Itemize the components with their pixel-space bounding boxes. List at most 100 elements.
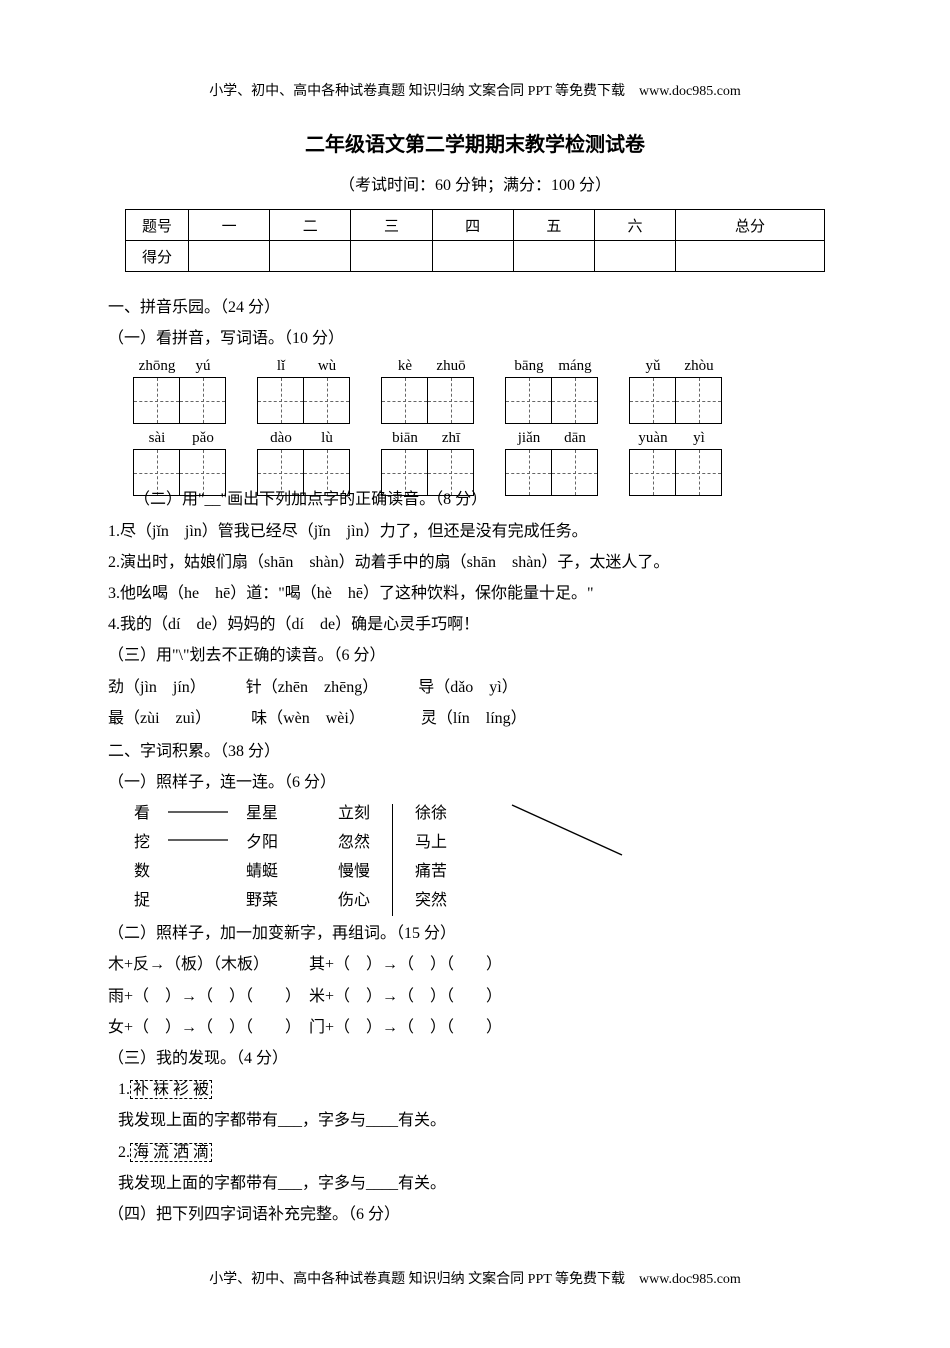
match-left-b: 星星 夕阳 蜻蜓 野菜 <box>246 800 278 915</box>
score-h-2: 二 <box>270 210 351 241</box>
exam-page: 小学、初中、高中各种试卷真题 知识归纳 文案合同 PPT 等免费下载 www.d… <box>0 0 950 1348</box>
pinyin-block-0-4: yǔzhòu <box>630 358 722 424</box>
score-v-7 <box>676 241 825 272</box>
mla-3: 捉 <box>134 887 150 916</box>
pinyin-syllable: máng <box>552 358 598 375</box>
pinyin-syllable: yǔ <box>630 358 676 375</box>
mma-3: 伤心 <box>338 887 370 916</box>
mmb-2: 痛苦 <box>415 858 447 887</box>
matching-exercise: 看 挖 数 捉 星星 夕阳 蜻蜓 野菜 立刻 <box>134 800 842 916</box>
char-cell <box>257 377 304 424</box>
pinyin-labels: lǐwù <box>258 358 350 375</box>
char-cell <box>303 377 350 424</box>
score-table: 题号 一 二 三 四 五 六 总分 得分 <box>125 209 825 272</box>
char-grid <box>258 377 350 424</box>
sec2-p2-l1: 木+反→（板）（木板） 其+（ ）→（ ）（ ） <box>108 951 842 978</box>
pinyin-syllable: dān <box>552 430 598 447</box>
match-left-a: 看 挖 数 捉 <box>134 800 150 915</box>
score-h-7: 总分 <box>676 210 825 241</box>
char-cell <box>381 377 428 424</box>
sec1-p2-l3: 3.他吆喝（he hē）道："喝（hè hē）了这种饮料，保你能量十足。" <box>108 580 842 607</box>
mmb-3: 突然 <box>415 887 447 916</box>
char-cell <box>551 377 598 424</box>
score-v-4 <box>432 241 513 272</box>
pinyin-syllable: zhī <box>428 430 474 447</box>
pinyin-labels: dàolù <box>258 430 350 447</box>
sec1-p3-heading: （三）用"\"划去不正确的读音。（6 分） <box>108 642 842 669</box>
pinyin-syllable: zhuō <box>428 358 474 375</box>
pinyin-syllable: yú <box>180 358 226 375</box>
pinyin-syllable: yì <box>676 430 722 447</box>
pinyin-syllable: kè <box>382 358 428 375</box>
pinyin-row-0: zhōngyú lǐwù kèzhuō bāngmáng yǔzhòu <box>134 358 842 424</box>
header-note: 小学、初中、高中各种试卷真题 知识归纳 文案合同 PPT 等免费下载 www.d… <box>108 80 842 100</box>
pinyin-syllable: sài <box>134 430 180 447</box>
char-cell <box>427 377 474 424</box>
sec1-p2-heading: （二）用"__"画出下列加点字的正确读音。（8 分） <box>134 486 842 513</box>
score-h-5: 五 <box>513 210 594 241</box>
sec2-p3-heading: （三）我的发现。（4 分） <box>108 1045 842 1072</box>
char-cell <box>133 377 180 424</box>
score-h-3: 三 <box>351 210 432 241</box>
pinyin-block-0-3: bāngmáng <box>506 358 598 424</box>
mlb-0: 星星 <box>246 800 278 829</box>
pinyin-labels: yuànyì <box>630 430 722 447</box>
mla-0: 看 <box>134 800 150 829</box>
pinyin-syllable: bāng <box>506 358 552 375</box>
exam-subtitle: （考试时间：60 分钟；满分：100 分） <box>108 171 842 195</box>
pinyin-labels: yǔzhòu <box>630 358 722 375</box>
mma-0: 立刻 <box>338 800 370 829</box>
section-1: 一、拼音乐园。（24 分） （一）看拼音，写词语。（10 分） zhōngyúl… <box>108 294 842 732</box>
sec2-p3-item2-line: 我发现上面的字都带有___，字多与____有关。 <box>118 1170 842 1197</box>
mla-1: 挖 <box>134 829 150 858</box>
char-cell <box>629 377 676 424</box>
pinyin-labels: biānzhī <box>382 430 474 447</box>
pinyin-syllable: biān <box>382 430 428 447</box>
match-group-2: 立刻 忽然 慢慢 伤心 徐徐 马上 痛苦 突然 <box>338 800 447 916</box>
mlb-1: 夕阳 <box>246 829 278 858</box>
sec2-p2-l3: 女+（ ）→（ ）（ ） 门+（ ）→（ ）（ ） <box>108 1014 842 1041</box>
char-grid <box>134 377 226 424</box>
mma-1: 忽然 <box>338 829 370 858</box>
pinyin-syllable: lǐ <box>258 358 304 375</box>
sec1-p1-heading: （一）看拼音，写词语。（10 分） <box>108 325 842 352</box>
match-lines-1 <box>168 800 228 915</box>
mla-2: 数 <box>134 858 150 887</box>
pinyin-syllable: wù <box>304 358 350 375</box>
pinyin-syllable: jiǎn <box>506 430 552 447</box>
char-cell <box>675 377 722 424</box>
pinyin-write-area: zhōngyú lǐwù kèzhuō bāngmáng yǔzhòu sàipǎo dào… <box>108 358 842 496</box>
sec1-p2-l1: 1.尽（jǐn jìn）管我已经尽（jǐn jìn）力了，但还是没有完成任务。 <box>108 518 842 545</box>
pinyin-block-0-1: lǐwù <box>258 358 350 424</box>
match-mid-b: 徐徐 马上 痛苦 突然 <box>415 800 447 916</box>
score-h-0: 题号 <box>126 210 189 241</box>
pinyin-labels: zhōngyú <box>134 358 226 375</box>
pinyin-syllable: dào <box>258 430 304 447</box>
pinyin-syllable: zhòu <box>676 358 722 375</box>
pinyin-syllable: pǎo <box>180 430 226 447</box>
score-h-4: 四 <box>432 210 513 241</box>
pinyin-labels: jiǎndān <box>506 430 598 447</box>
sec2-p2-l2: 雨+（ ）→（ ）（ ） 米+（ ）→（ ）（ ） <box>108 983 842 1010</box>
exam-title: 二年级语文第二学期期末教学检测试卷 <box>108 128 842 157</box>
score-value-row: 得分 <box>126 241 825 272</box>
score-v-6 <box>594 241 675 272</box>
pinyin-syllable: lù <box>304 430 350 447</box>
score-v-1 <box>189 241 270 272</box>
sec2-p1-heading: （一）照样子，连一连。（6 分） <box>108 769 842 796</box>
sec1-p2-l2: 2.演出时，姑娘们扇（shān shàn）动着手中的扇（shān shàn）子，… <box>108 549 842 576</box>
match-group-1: 看 挖 数 捉 星星 夕阳 蜻蜓 野菜 <box>134 800 278 915</box>
sec2-p3-item1: 1.补 袜 衫 被 <box>118 1076 842 1103</box>
score-v-5 <box>513 241 594 272</box>
char-cell <box>179 377 226 424</box>
match-mid-a: 立刻 忽然 慢慢 伤心 <box>338 800 370 916</box>
score-v-3 <box>351 241 432 272</box>
mmb-0: 徐徐 <box>415 800 447 829</box>
pinyin-block-0-0: zhōngyú <box>134 358 226 424</box>
mma-2: 慢慢 <box>338 858 370 887</box>
pinyin-syllable: zhōng <box>134 358 180 375</box>
pinyin-block-0-2: kèzhuō <box>382 358 474 424</box>
sec1-p2-l4: 4.我的（dí de）妈妈的（dí de）确是心灵手巧啊！ <box>108 611 842 638</box>
footer-note: 小学、初中、高中各种试卷真题 知识归纳 文案合同 PPT 等免费下载 www.d… <box>108 1268 842 1288</box>
char-grid <box>630 377 722 424</box>
